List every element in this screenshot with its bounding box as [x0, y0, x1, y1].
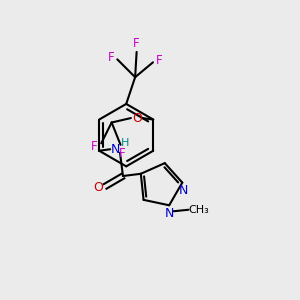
Text: O: O — [132, 112, 142, 124]
Text: F: F — [156, 54, 163, 67]
Text: F: F — [119, 147, 125, 160]
Text: CH₃: CH₃ — [188, 205, 209, 215]
Text: N: N — [164, 207, 174, 220]
Text: F: F — [91, 140, 97, 153]
Text: F: F — [133, 37, 140, 50]
Text: N: N — [111, 143, 120, 156]
Text: N: N — [179, 184, 188, 197]
Text: O: O — [93, 182, 103, 194]
Text: F: F — [107, 51, 114, 64]
Text: H: H — [121, 138, 129, 148]
